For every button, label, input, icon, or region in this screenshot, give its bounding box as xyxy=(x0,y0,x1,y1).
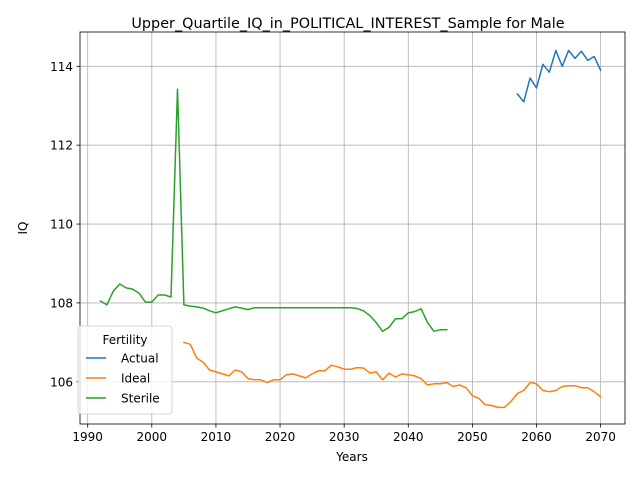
series-line-ideal xyxy=(182,341,602,409)
series-line-sterile xyxy=(99,88,448,333)
x-tick-label: 2010 xyxy=(201,430,232,444)
legend-box xyxy=(77,325,173,415)
chart-title: Upper_Quartile_IQ_in_POLITICAL_INTEREST_… xyxy=(131,16,564,32)
y-tick-label: 114 xyxy=(50,60,73,74)
x-axis-label: Years xyxy=(335,450,368,464)
y-tick-label: 108 xyxy=(50,296,73,310)
x-tick-label: 2000 xyxy=(137,430,168,444)
y-tick-label: 110 xyxy=(50,218,73,232)
x-axis: 1990 2000 2010 2020 2030 2040 2050 2060 2070 xyxy=(72,424,616,444)
legend-label-ideal: Ideal xyxy=(121,372,150,386)
y-axis-label: IQ xyxy=(16,222,30,235)
x-tick-label: 2030 xyxy=(329,430,360,444)
y-axis: 106 108 110 112 114 xyxy=(50,60,80,389)
x-tick-label: 1990 xyxy=(72,430,103,444)
y-tick-label: 112 xyxy=(50,139,73,153)
grid-lines xyxy=(80,32,625,424)
legend-label-sterile: Sterile xyxy=(121,392,160,406)
x-tick-label: 2070 xyxy=(585,430,616,444)
legend-label-actual: Actual xyxy=(121,352,159,366)
x-tick-label: 2060 xyxy=(521,430,552,444)
series-lines xyxy=(99,49,602,409)
plot-area-frame xyxy=(79,31,626,425)
x-tick-label: 2050 xyxy=(457,430,488,444)
legend-title: Fertility xyxy=(102,333,147,347)
series-line-actual xyxy=(516,49,602,103)
x-tick-label: 2020 xyxy=(265,430,296,444)
legend: Fertility Actual Ideal Sterile xyxy=(77,325,173,415)
y-tick-label: 106 xyxy=(50,375,73,389)
x-tick-label: 2040 xyxy=(393,430,424,444)
